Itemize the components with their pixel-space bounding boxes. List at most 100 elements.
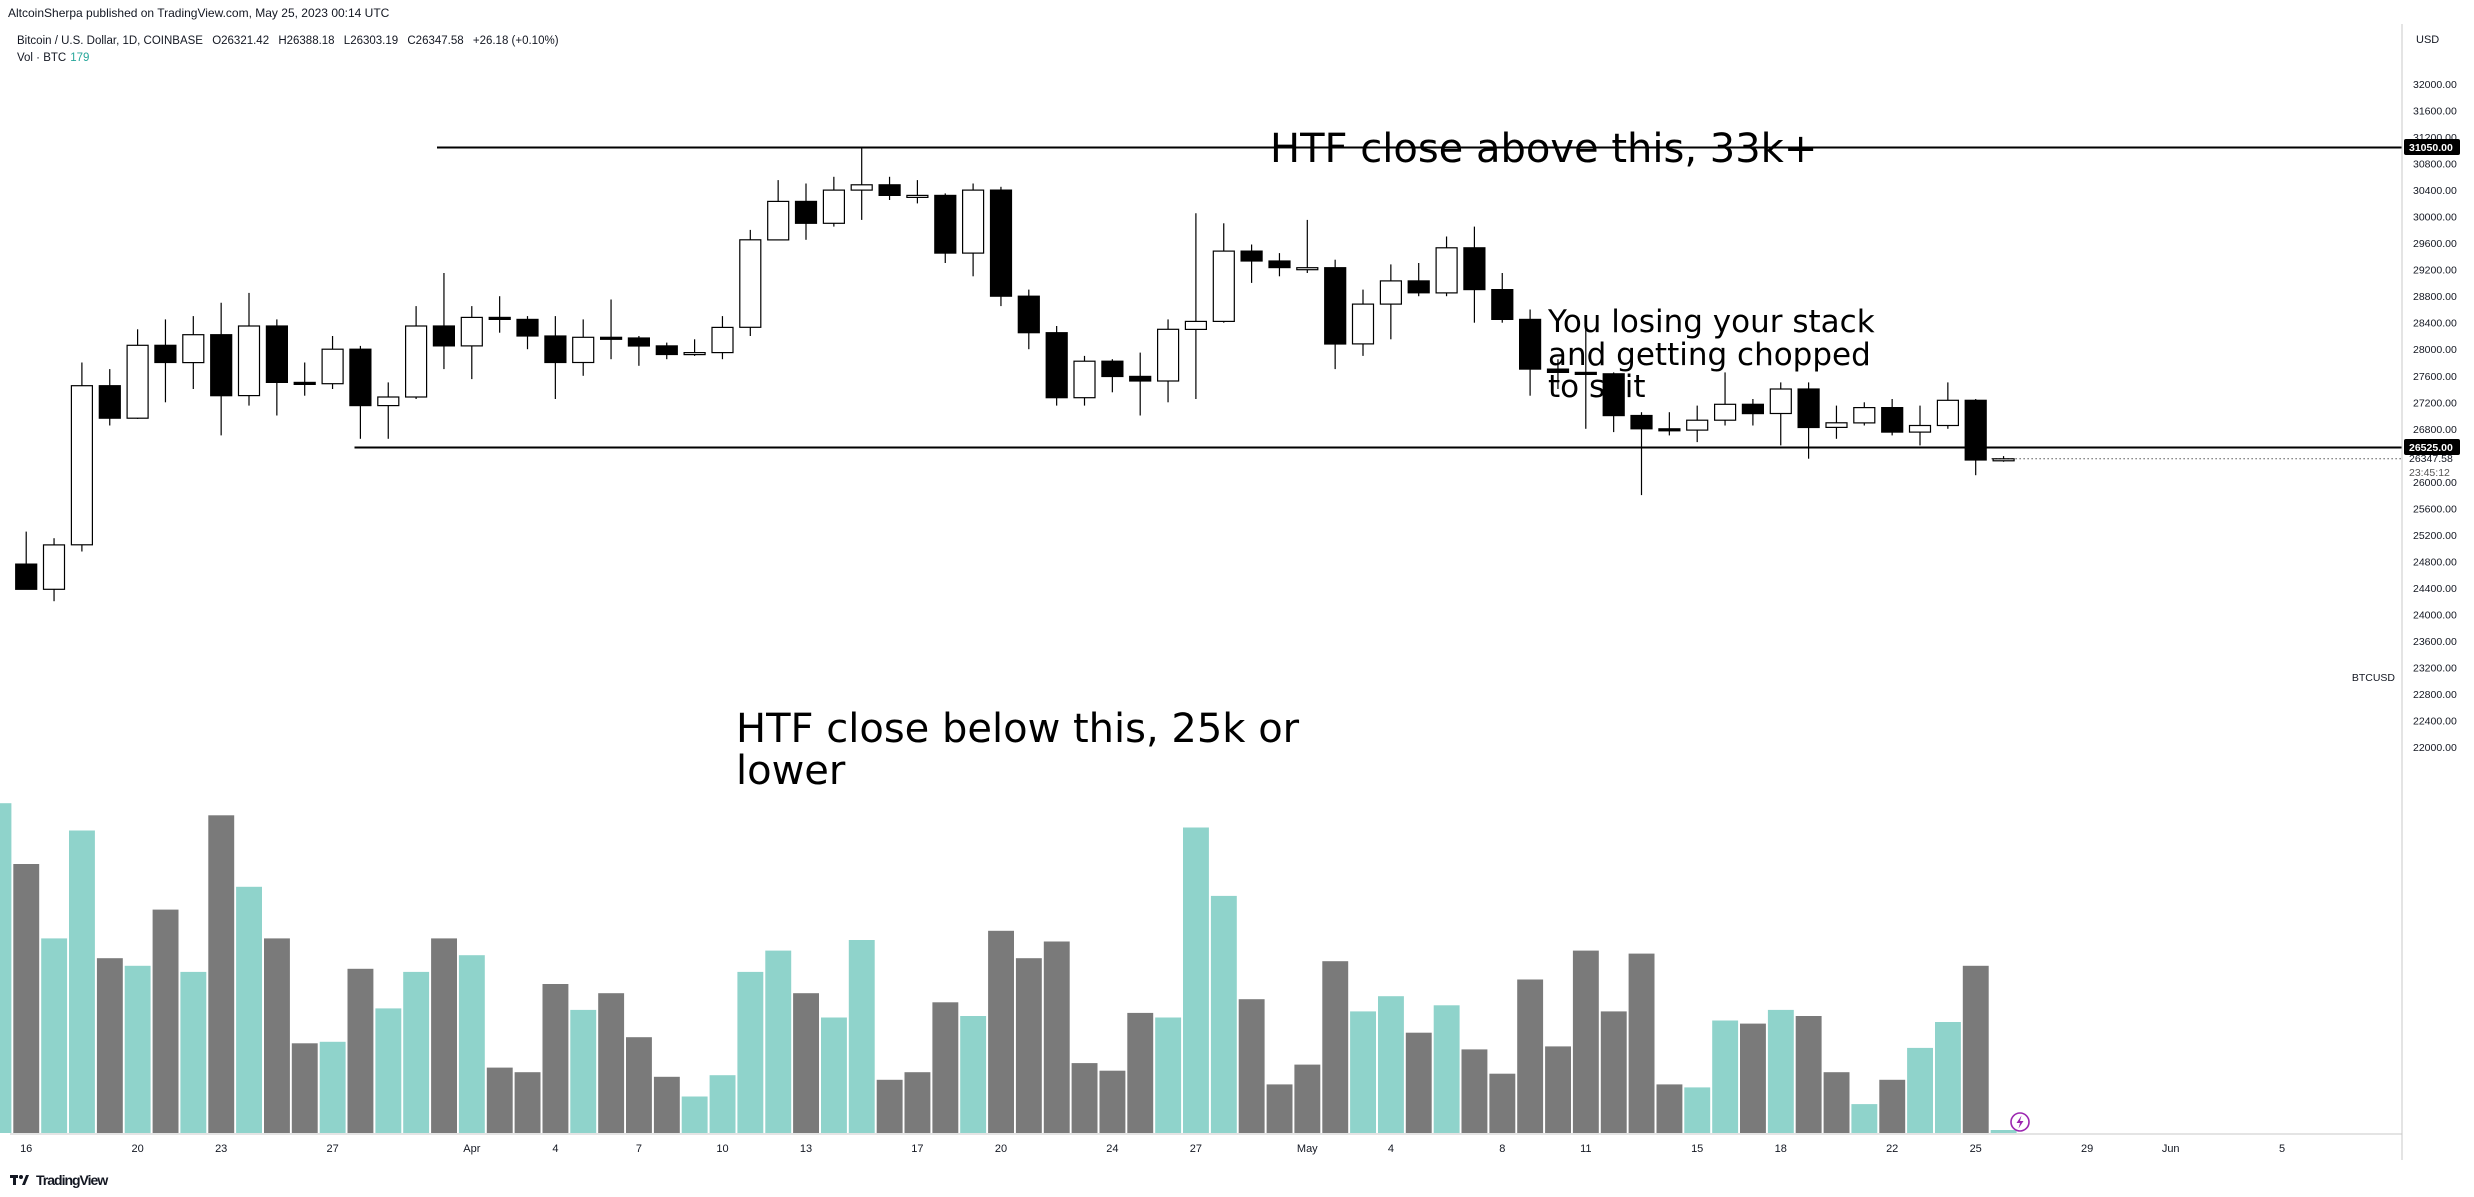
volume-bar [1461, 1049, 1488, 1133]
candle-body [683, 352, 706, 356]
candle-body [989, 189, 1013, 297]
volume-bar [13, 864, 40, 1133]
price-tick-label: 23600.00 [2413, 636, 2457, 648]
volume-bar [69, 830, 95, 1133]
candle-body [432, 325, 455, 347]
candle-body [42, 544, 66, 590]
time-tick-label: 18 [1775, 1143, 1787, 1155]
volume-bar [1322, 961, 1349, 1133]
candle-body [516, 318, 539, 337]
candle-body [1769, 388, 1792, 415]
countdown-label: 23:45:12 [2409, 467, 2450, 479]
price-tick-label: 28800.00 [2413, 291, 2457, 303]
price-tick-label: 30400.00 [2413, 185, 2457, 197]
price-tick-label: 26000.00 [2413, 477, 2457, 489]
volume-bar [152, 909, 179, 1133]
volume-bar [1238, 999, 1265, 1133]
volume-bar [347, 968, 374, 1133]
candle-body [1268, 260, 1291, 269]
candle-body [1324, 267, 1347, 345]
volume-bar [403, 971, 430, 1133]
candle-body [1964, 399, 1987, 461]
volume-bar [41, 938, 68, 1133]
volume-bar [598, 993, 625, 1133]
candle-body [1574, 371, 1597, 375]
volume-bar [1405, 1032, 1432, 1133]
candle-body [1296, 267, 1319, 271]
candle-body [15, 563, 38, 590]
volume-bar [1879, 1079, 1906, 1133]
tradingview-logo-icon [10, 1175, 29, 1185]
volume-bar [236, 886, 262, 1133]
candle-body [934, 194, 957, 254]
volume-bar [1433, 1005, 1460, 1133]
volume-bar [1489, 1073, 1516, 1133]
price-tick-label: 29200.00 [2413, 265, 2457, 277]
change-value: +26.18 (+0.10%) [472, 35, 559, 47]
currency-label: USD [2416, 34, 2439, 46]
level-price-label: 31050.00 [2409, 142, 2453, 154]
volume-bar [1099, 1070, 1126, 1133]
price-axis[interactable]: 32000.0031600.0031200.0030800.0030400.00… [2404, 79, 2460, 754]
volume-bar [180, 971, 207, 1133]
time-axis[interactable]: 16 20 23 27 Apr 4 7 10 13 17 20 24 27 May 4 8 11 15 18 22 25… [20, 1143, 2285, 1155]
time-tick-label: 13 [800, 1143, 812, 1155]
volume-bar [681, 1096, 708, 1133]
volume-bar [1907, 1047, 1933, 1133]
volume-bar [1962, 965, 1989, 1133]
candle-body [1825, 422, 1848, 428]
candle-body [822, 189, 846, 224]
candle-body [1101, 360, 1124, 378]
candle-body [1741, 403, 1765, 415]
volume-bar [1378, 996, 1404, 1133]
volume-bar [1545, 1046, 1571, 1133]
candle-body [1630, 414, 1653, 430]
volume-bar [1767, 1009, 1794, 1133]
annotation-chop: You losing your stack and getting choppe… [1548, 304, 1875, 406]
candle-body [1491, 289, 1514, 321]
price-tick-label: 22400.00 [2413, 716, 2457, 728]
volume-legend[interactable]: Vol · BTC 179 [17, 52, 89, 64]
price-tick-label: 23200.00 [2413, 663, 2457, 675]
candle-body [349, 348, 372, 407]
published-line: AltcoinSherpa published on TradingView.c… [8, 6, 390, 20]
symbol-legend[interactable]: Bitcoin / U.S. Dollar, 1D, COINBASE O263… [17, 35, 565, 47]
volume-layer [0, 803, 2017, 1133]
volume-bar [1266, 1084, 1293, 1133]
candle-body [1546, 368, 1570, 374]
volume-bar [1656, 1084, 1683, 1133]
volume-bar [291, 1043, 318, 1133]
candle-body [711, 326, 734, 354]
levels-layer [354, 146, 2402, 449]
time-tick-label: 20 [995, 1143, 1007, 1155]
volume-bar [1210, 895, 1237, 1133]
lightning-icon[interactable] [2010, 1112, 2030, 1132]
symbol-name[interactable]: Bitcoin / U.S. Dollar, 1D, COINBASE [17, 35, 203, 47]
price-tick-label: 29600.00 [2413, 238, 2457, 250]
candle-body [182, 334, 205, 364]
time-tick-label: 25 [1970, 1143, 1982, 1155]
candle-body [98, 385, 121, 419]
volume-bar [542, 984, 569, 1133]
volume-bar [1684, 1087, 1711, 1133]
footer[interactable]: TradingView [10, 1172, 108, 1188]
candle-body [1379, 280, 1403, 305]
candle-body [154, 344, 177, 364]
open-value: O26321.42 [212, 35, 270, 47]
time-tick-label: 16 [20, 1143, 32, 1155]
volume-bar [264, 938, 290, 1133]
volume-bar [1628, 953, 1655, 1133]
time-tick-label: 17 [911, 1143, 923, 1155]
price-tick-label: 30800.00 [2413, 159, 2457, 171]
volume-bar [1015, 958, 1042, 1133]
volume-bar [1990, 1130, 2017, 1133]
candle-body [293, 381, 316, 385]
close-value: C26347.58 [407, 35, 464, 47]
volume-bar [1851, 1104, 1878, 1133]
candle-body [655, 345, 678, 356]
volume-bar [1043, 941, 1070, 1133]
time-tick-label: 7 [636, 1143, 642, 1155]
time-tick-label: 10 [716, 1143, 728, 1155]
price-tick-label: 22000.00 [2413, 742, 2457, 754]
